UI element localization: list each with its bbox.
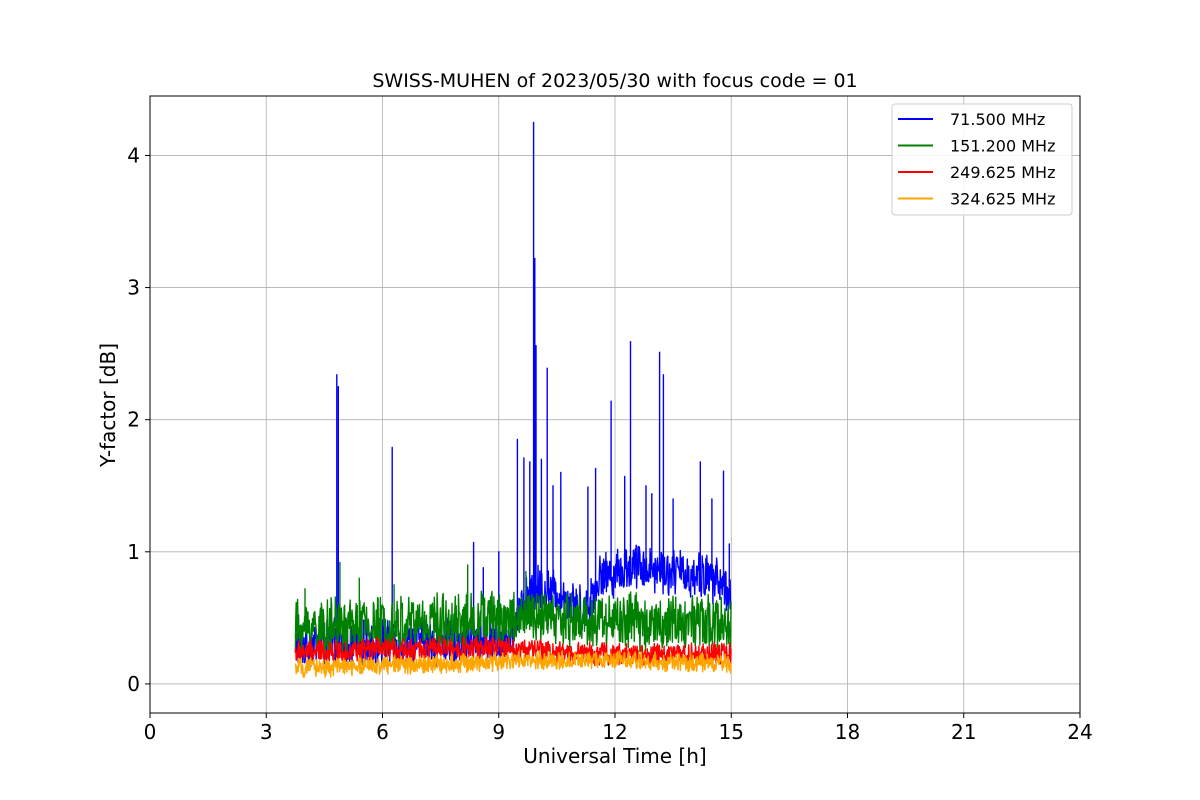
legend-label: 249.625 MHz (950, 163, 1055, 182)
x-tick-label: 21 (951, 720, 976, 744)
x-axis-label: Universal Time [h] (523, 744, 706, 768)
y-axis-ticks: 0 1 2 3 4 (127, 143, 150, 696)
y-tick-label: 3 (127, 276, 140, 300)
x-tick-label: 24 (1067, 720, 1092, 744)
legend: 71.500 MHz 151.200 MHz 249.625 MHz 324.625 … (891, 103, 1073, 216)
x-axis-ticks: 0 3 6 9 12 15 18 21 24 (144, 713, 1093, 744)
legend-box (891, 103, 1073, 216)
legend-label: 324.625 MHz (950, 190, 1055, 209)
x-tick-label: 12 (602, 720, 627, 744)
series-line (294, 561, 732, 658)
series-line (294, 635, 732, 667)
chart-title: SWISS-MUHEN of 2023/05/30 with focus cod… (372, 70, 857, 92)
series-line (294, 121, 732, 668)
series-layer (294, 121, 732, 679)
legend-label: 71.500 MHz (950, 110, 1045, 129)
x-tick-label: 9 (492, 720, 505, 744)
x-tick-label: 3 (260, 720, 273, 744)
legend-label: 151.200 MHz (950, 137, 1055, 156)
x-tick-label: 0 (144, 720, 157, 744)
y-axis-label: Y-factor [dB] (96, 343, 120, 468)
x-tick-label: 18 (835, 720, 860, 744)
x-tick-label: 15 (719, 720, 744, 744)
y-tick-label: 4 (127, 143, 140, 167)
y-tick-label: 0 (127, 672, 140, 696)
x-tick-label: 6 (376, 720, 389, 744)
series-line (294, 650, 732, 679)
y-tick-label: 2 (127, 408, 140, 432)
y-tick-label: 1 (127, 540, 140, 564)
